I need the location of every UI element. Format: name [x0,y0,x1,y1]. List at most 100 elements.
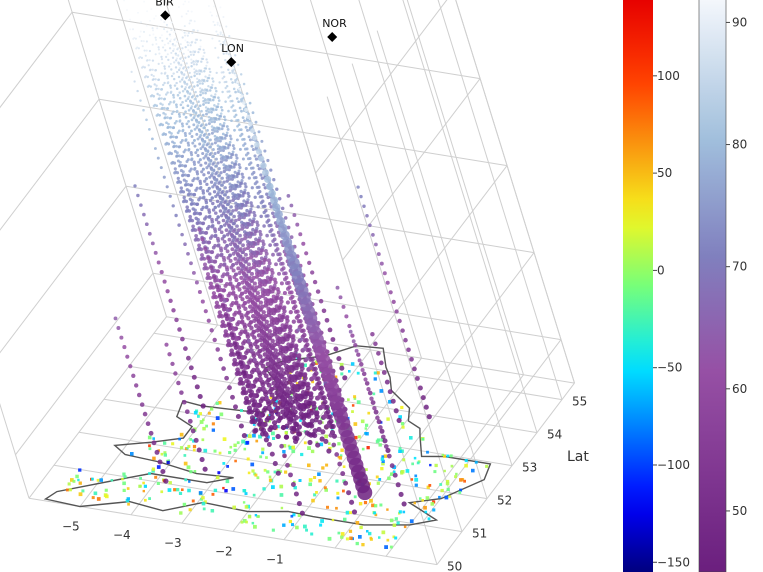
trace-point [176,93,180,97]
trace-point [193,437,199,443]
trace-point [216,144,220,148]
trace-point [167,102,171,106]
ground-point [350,362,355,366]
trace-point [196,29,199,32]
city-marker-bir [160,10,171,21]
trace-point [159,166,163,170]
trace-point [254,362,260,368]
trace-point [217,22,220,24]
ground-point [443,454,446,458]
trace-point [216,191,221,195]
trace-point [151,43,154,46]
trace-point [385,447,391,453]
trace-point [258,155,265,162]
ground-point [186,447,189,450]
ground-point [424,510,428,514]
ground-point [324,434,328,439]
trace-point [237,63,240,66]
trace-point [199,117,203,120]
trace-point [218,123,222,126]
trace-point [235,138,239,142]
trace-point [187,143,191,147]
ground-point [321,466,325,470]
trace-point [272,178,276,182]
trace-point [149,19,151,22]
trace-point [222,163,226,167]
trace-point [237,346,242,351]
ground-point [392,535,396,539]
trace-point [227,109,230,113]
trace-point [266,218,271,223]
trace-point [205,112,208,116]
trace-point [257,277,262,282]
ground-point [253,524,257,529]
trace-point [258,229,262,234]
trace-point [289,382,295,388]
trace-point [147,231,152,236]
trace-point [230,235,235,239]
trace-point [257,167,261,171]
trace-point [164,342,169,347]
trace-point [160,55,163,59]
trace-point [300,389,306,395]
ground-point [233,448,237,452]
trace-point [303,399,309,405]
trace-point [223,186,227,190]
trace-point [204,67,208,70]
trace-point [233,256,238,261]
ground-point [360,419,365,424]
ground-point [199,420,204,424]
trace-point [238,166,242,170]
ground-point [390,472,394,476]
trace-point [216,220,221,225]
trace-point [274,390,280,396]
ground-point [326,505,329,509]
trace-point [263,296,268,301]
trace-point [195,63,198,66]
trace-point [175,54,178,57]
trace-point [216,150,220,154]
trace-point [367,390,373,396]
trace-point [305,356,310,361]
trace-point [207,210,212,214]
ground-point [279,493,284,497]
trace-point [226,210,230,214]
trace-point [151,137,154,141]
trace-point [275,394,281,400]
ground-point [398,415,402,419]
trace-point [305,423,311,429]
trace-point [186,34,189,37]
trace-point [292,213,297,218]
ground-point [226,465,229,468]
trace-point [239,91,242,94]
trace-point [175,81,178,85]
ground-point [121,477,124,481]
ground-point [138,484,142,488]
ground-point [293,486,297,490]
ground-point [384,545,388,549]
trace-point [257,247,261,251]
trace-point [238,203,242,208]
trace-point [231,144,235,148]
trace-point [313,385,319,390]
ground-point [349,536,353,540]
trace-point [296,424,302,430]
trace-point [379,261,384,266]
trace-point [269,223,273,228]
colorbar-year-label: 60 [732,382,747,396]
trace-point [264,289,269,294]
ground-point [416,461,420,465]
trace-point [199,133,203,137]
grid-line [396,252,535,435]
x-tick-label: −2 [215,544,233,558]
trace-point [192,53,195,56]
trace-point [292,299,297,305]
trace-point [166,125,170,129]
ground-point [193,470,197,473]
trace-point [226,293,231,298]
trace-point [175,154,179,158]
trace-point [206,318,211,323]
trace-point [232,312,237,317]
